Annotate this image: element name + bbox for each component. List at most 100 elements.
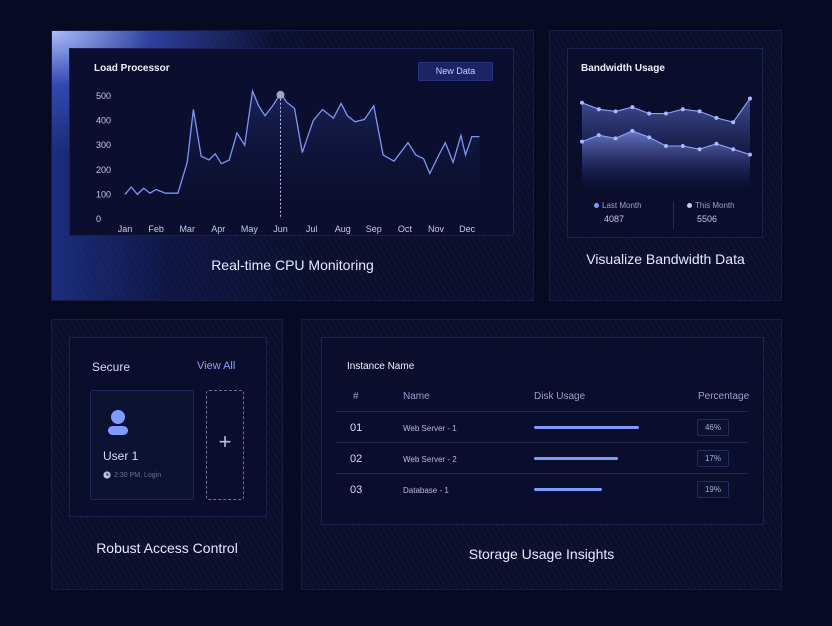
bandwidth-point (714, 141, 719, 146)
row-number: 01 (350, 422, 363, 434)
header-disk-usage: Disk Usage (534, 391, 586, 402)
cpu-line-chart: 0 100 200 300 400 500 Jan Feb Mar Apr May Jun Jul Aug… (96, 88, 480, 234)
bandwidth-caption: Visualize Bandwidth Data (586, 251, 745, 267)
last-login: 2:30 PM, Login (103, 471, 161, 479)
percentage-badge: 17% (697, 450, 729, 467)
bandwidth-point (647, 135, 652, 140)
user-card[interactable]: User 1 2:30 PM, Login (90, 390, 194, 500)
this-month-value: 5506 (697, 214, 718, 224)
new-data-button[interactable]: New Data (418, 62, 493, 81)
percentage-badge: 19% (697, 481, 729, 498)
bandwidth-area-this-month (582, 130, 750, 187)
bandwidth-point (748, 96, 752, 101)
y-tick-label: 300 (96, 140, 111, 150)
disk-usage-bar (534, 457, 618, 460)
access-caption: Robust Access Control (96, 540, 238, 556)
bandwidth-point (731, 147, 736, 152)
legend-last-month-label: Last Month (594, 201, 642, 210)
y-tick-label: 500 (96, 91, 111, 101)
x-tick-label: Dec (459, 224, 476, 234)
cpu-area (125, 91, 480, 219)
legend-this-month: This Month 5506 (687, 201, 735, 224)
x-tick-label: Sep (366, 224, 382, 234)
bandwidth-point (731, 120, 736, 125)
view-all-link[interactable]: View All (197, 360, 236, 372)
bandwidth-point (613, 136, 618, 141)
bandwidth-point (613, 109, 618, 114)
row-number: 03 (350, 484, 363, 496)
bandwidth-point (697, 109, 702, 114)
header-num: # (353, 391, 359, 402)
storage-card: Instance Name # Name Disk Usage Percenta… (301, 319, 782, 590)
bandwidth-point (697, 147, 702, 152)
bandwidth-point (596, 107, 601, 112)
plus-icon: + (218, 429, 232, 454)
cpu-caption: Real-time CPU Monitoring (211, 257, 374, 273)
legend-divider (673, 201, 674, 229)
instance-name-title: Instance Name (347, 361, 415, 372)
cpu-monitoring-card: Load Processor New Data 0 100 200 300 400 500… (51, 30, 534, 301)
disk-usage-bar (534, 426, 639, 429)
y-tick-label: 100 (96, 189, 111, 199)
this-month-dot-icon (687, 203, 692, 209)
legend-last-month: Last Month 4087 (594, 201, 642, 224)
bandwidth-card: Bandwidth Usage Last Month 4087 T (549, 30, 782, 301)
x-tick-label: Jun (273, 224, 288, 234)
x-tick-label: Jan (118, 224, 133, 234)
highlight-point (276, 90, 285, 99)
bandwidth-point (580, 139, 584, 144)
last-month-dot-icon (594, 203, 599, 209)
bandwidth-point (680, 107, 685, 112)
last-month-value: 4087 (604, 214, 625, 224)
x-tick-label: Nov (428, 224, 445, 234)
bandwidth-point (714, 115, 719, 120)
x-tick-label: Feb (148, 224, 164, 234)
row-name: Database - 1 (403, 486, 449, 495)
bandwidth-title: Bandwidth Usage (581, 63, 665, 74)
load-processor-title: Load Processor (94, 63, 170, 74)
storage-caption: Storage Usage Insights (468, 546, 615, 562)
bandwidth-point (596, 133, 601, 138)
percentage-badge: 46% (697, 419, 729, 436)
bandwidth-panel: Bandwidth Usage Last Month 4087 T (567, 48, 763, 238)
load-processor-panel: Load Processor New Data 0 100 200 300 400 500… (69, 48, 514, 236)
bandwidth-point (664, 111, 668, 116)
secure-title: Secure (92, 360, 131, 374)
row-name: Web Server - 2 (403, 455, 457, 464)
this-month-label-text: This Month (695, 201, 735, 210)
row-name: Web Server - 1 (403, 424, 457, 433)
x-tick-label: Aug (335, 224, 351, 234)
bandwidth-point (580, 100, 584, 105)
access-control-card: Secure View All User 1 2:30 PM, Login + … (51, 319, 283, 590)
storage-panel: Instance Name # Name Disk Usage Percenta… (321, 337, 764, 525)
last-login-text: 2:30 PM, Login (114, 471, 162, 479)
row-divider (336, 442, 748, 443)
x-tick-label: Mar (179, 224, 195, 234)
y-tick-label: 400 (96, 116, 111, 126)
y-tick-label: 200 (96, 165, 111, 175)
bandwidth-point (680, 143, 685, 148)
x-tick-label: Oct (398, 224, 413, 234)
row-divider (336, 411, 748, 412)
bandwidth-point (630, 128, 635, 133)
header-percentage: Percentage (698, 391, 750, 402)
header-name: Name (403, 391, 430, 402)
row-number: 02 (350, 453, 363, 465)
bandwidth-point (647, 111, 652, 116)
x-tick-label: Jul (306, 224, 318, 234)
x-tick-label: Apr (211, 224, 225, 234)
cpu-series-line (124, 88, 480, 196)
add-user-button[interactable]: + (206, 390, 244, 500)
legend-this-month-label: This Month (687, 201, 735, 210)
y-tick-label: 0 (96, 214, 101, 224)
last-month-label-text: Last Month (602, 201, 642, 210)
bandwidth-area-chart (580, 96, 752, 187)
row-divider (336, 473, 748, 474)
bandwidth-point (664, 143, 668, 148)
user-icon (108, 410, 128, 435)
user-name: User 1 (103, 449, 139, 463)
clock-icon (103, 471, 111, 479)
bandwidth-point (748, 152, 752, 157)
bandwidth-point (630, 105, 635, 110)
secure-panel: Secure View All User 1 2:30 PM, Login + (69, 337, 267, 517)
